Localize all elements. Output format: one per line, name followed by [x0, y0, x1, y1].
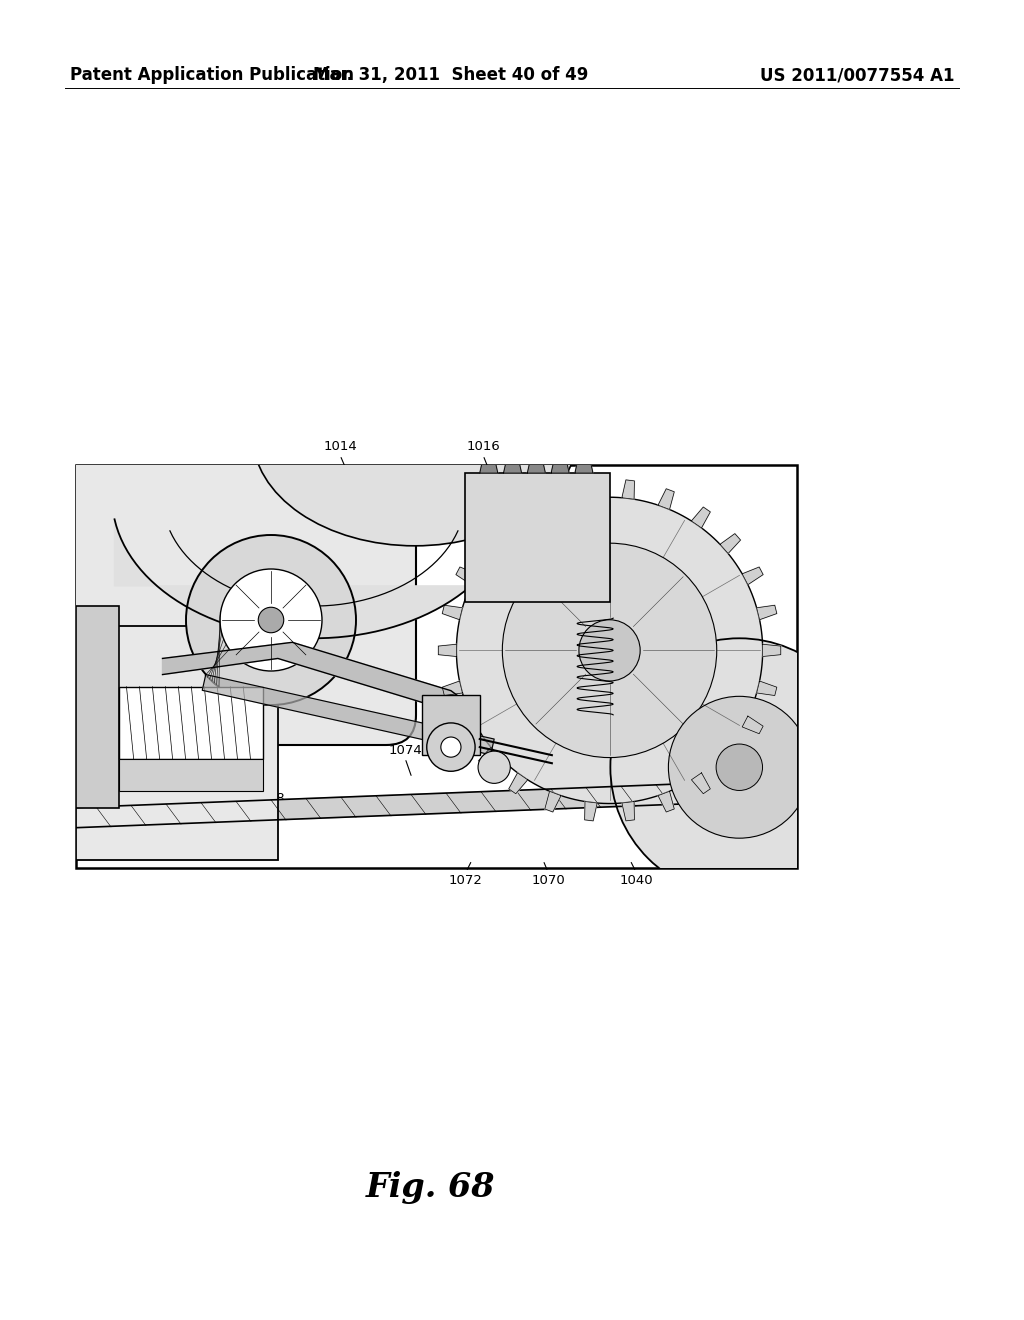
Text: 1074: 1074 [388, 743, 422, 756]
Text: 1040: 1040 [620, 874, 653, 887]
Polygon shape [504, 449, 521, 473]
Polygon shape [585, 801, 597, 821]
Bar [76, 626, 278, 859]
Polygon shape [691, 772, 711, 793]
Polygon shape [478, 533, 499, 553]
Polygon shape [742, 715, 763, 734]
Polygon shape [658, 488, 674, 510]
Circle shape [220, 569, 322, 671]
Bar [76, 465, 797, 869]
Circle shape [258, 607, 284, 632]
Text: US 2011/0077554 A1: US 2011/0077554 A1 [760, 66, 954, 84]
Bar [76, 606, 119, 808]
Polygon shape [76, 779, 797, 828]
Polygon shape [438, 644, 457, 656]
Circle shape [503, 544, 717, 758]
Polygon shape [763, 644, 780, 656]
Bar [422, 694, 480, 755]
Polygon shape [115, 519, 513, 639]
Circle shape [186, 535, 356, 705]
Text: 1016: 1016 [466, 441, 500, 454]
Circle shape [610, 639, 868, 896]
Polygon shape [574, 449, 593, 473]
Polygon shape [658, 791, 674, 812]
Text: 1070: 1070 [531, 874, 565, 887]
Polygon shape [691, 507, 711, 528]
Text: 124: 124 [172, 628, 198, 642]
Polygon shape [757, 681, 777, 696]
Text: 1008: 1008 [251, 792, 285, 804]
Text: Mar. 31, 2011  Sheet 40 of 49: Mar. 31, 2011 Sheet 40 of 49 [313, 66, 588, 84]
Circle shape [716, 744, 763, 791]
Polygon shape [545, 791, 561, 812]
Polygon shape [456, 715, 477, 734]
Text: 1050: 1050 [643, 513, 677, 527]
Text: 1014: 1014 [324, 441, 357, 454]
Text: Patent Application Publication: Patent Application Publication [70, 66, 354, 84]
Polygon shape [742, 568, 763, 585]
Ellipse shape [253, 325, 578, 546]
Circle shape [427, 723, 475, 771]
Text: 1072: 1072 [450, 874, 483, 887]
Polygon shape [757, 606, 777, 619]
FancyBboxPatch shape [16, 414, 416, 744]
Text: Fig. 68: Fig. 68 [366, 1172, 495, 1204]
Polygon shape [509, 507, 527, 528]
FancyBboxPatch shape [465, 473, 609, 602]
Text: 136: 136 [208, 642, 233, 655]
Polygon shape [456, 568, 477, 585]
Circle shape [669, 697, 810, 838]
Polygon shape [478, 747, 499, 767]
Bar [119, 759, 263, 792]
Polygon shape [622, 801, 635, 821]
Polygon shape [457, 498, 763, 804]
Polygon shape [442, 606, 463, 619]
Polygon shape [527, 449, 546, 473]
Circle shape [478, 751, 510, 783]
Polygon shape [203, 675, 495, 755]
Polygon shape [442, 681, 463, 696]
Polygon shape [720, 747, 740, 767]
Polygon shape [622, 480, 635, 499]
Text: 1015: 1015 [161, 506, 195, 519]
Polygon shape [509, 772, 527, 793]
Text: 146: 146 [211, 524, 237, 536]
Polygon shape [545, 488, 561, 510]
Bar [119, 686, 263, 759]
Polygon shape [480, 449, 498, 473]
Polygon shape [585, 480, 597, 499]
Circle shape [579, 620, 640, 681]
Circle shape [441, 737, 461, 758]
Text: 1020: 1020 [584, 506, 617, 519]
Polygon shape [551, 449, 569, 473]
Polygon shape [163, 643, 472, 739]
Polygon shape [720, 533, 740, 553]
